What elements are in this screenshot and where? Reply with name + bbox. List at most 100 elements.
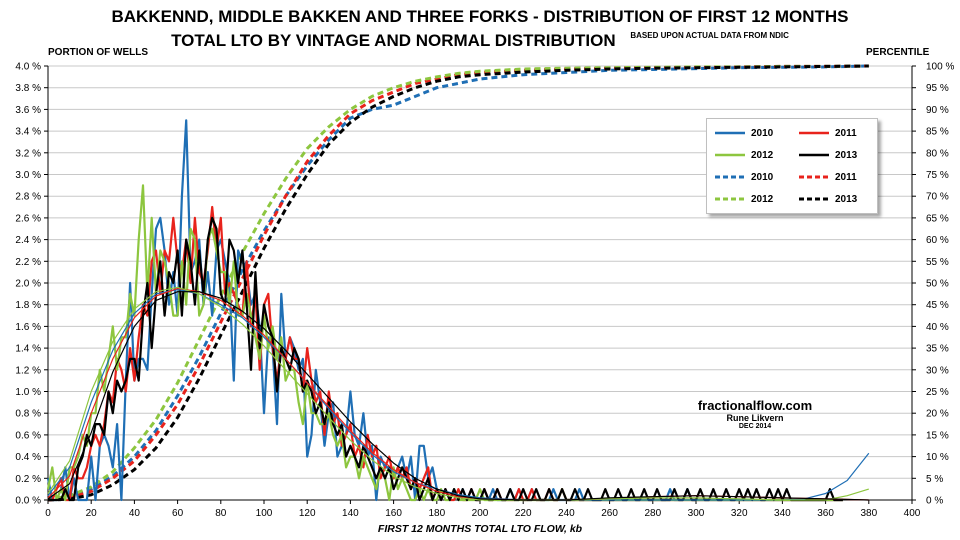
y-right-tick-label: 25 % bbox=[926, 387, 949, 398]
y-left-tick-label: 2.4 % bbox=[15, 235, 41, 246]
legend-swatch bbox=[715, 197, 745, 201]
legend-item-2011-cumulative: 2011 bbox=[791, 166, 875, 188]
x-tick-label: 100 bbox=[256, 508, 273, 519]
x-tick-label: 220 bbox=[515, 508, 532, 519]
x-axis-label: FIRST 12 MONTHS TOTAL LTO FLOW, kb bbox=[377, 523, 583, 535]
y-right-tick-label: 75 % bbox=[926, 170, 949, 181]
x-tick-label: 380 bbox=[860, 508, 877, 519]
x-tick-label: 120 bbox=[299, 508, 316, 519]
legend-swatch bbox=[715, 175, 745, 179]
attribution: fractionalflow.com Rune Likvern DEC 2014 bbox=[690, 398, 820, 430]
y-right-tick-label: 60 % bbox=[926, 235, 949, 246]
x-tick-label: 140 bbox=[342, 508, 359, 519]
legend-item-2012: 2012 bbox=[707, 144, 791, 166]
chart-subtitle-text: TOTAL LTO BY VINTAGE AND NORMAL DISTRIBU… bbox=[171, 31, 616, 50]
legend-swatch bbox=[715, 153, 745, 157]
legend-item-2013-cumulative: 2013 bbox=[791, 188, 875, 210]
x-tick-label: 400 bbox=[904, 508, 921, 519]
legend-swatch bbox=[715, 131, 745, 135]
y-right-tick-label: 50 % bbox=[926, 279, 949, 290]
y-left-tick-label: 0.8 % bbox=[15, 409, 41, 420]
y-right-tick-label: 0 % bbox=[926, 496, 943, 507]
y-right-tick-label: 15 % bbox=[926, 430, 949, 441]
legend-label: 2012 bbox=[751, 149, 774, 161]
y-right-tick-label: 70 % bbox=[926, 192, 949, 203]
x-tick-label: 0 bbox=[45, 508, 51, 519]
y-left-tick-label: 1.6 % bbox=[15, 322, 41, 333]
x-tick-label: 280 bbox=[644, 508, 661, 519]
y-right-tick-label: 45 % bbox=[926, 300, 949, 311]
series-line-2012 bbox=[46, 184, 843, 502]
y-right-tick-label: 55 % bbox=[926, 257, 949, 268]
legend-label: 2012 bbox=[751, 193, 774, 205]
y-left-tick-label: 2.2 % bbox=[15, 257, 41, 268]
y-right-tick-label: 35 % bbox=[926, 344, 949, 355]
series-line-2013 bbox=[48, 216, 843, 502]
legend-item-2011: 2011 bbox=[791, 122, 875, 144]
normal-fit-line-2012 bbox=[47, 286, 869, 501]
y-left-tick-label: 3.0 % bbox=[15, 170, 41, 181]
y-left-tick-label: 0.6 % bbox=[15, 430, 41, 441]
chart-subtitle: TOTAL LTO BY VINTAGE AND NORMAL DISTRIBU… bbox=[0, 31, 960, 51]
legend-label: 2010 bbox=[751, 171, 774, 183]
y-left-tick-label: 3.6 % bbox=[15, 105, 41, 116]
x-tick-label: 160 bbox=[385, 508, 402, 519]
left-axis-label: PORTION OF WELLS bbox=[48, 47, 148, 58]
legend-label: 2010 bbox=[751, 127, 774, 139]
y-right-tick-label: 30 % bbox=[926, 365, 949, 376]
legend-swatch bbox=[799, 175, 829, 179]
y-left-tick-label: 0.2 % bbox=[15, 474, 41, 485]
x-tick-label: 60 bbox=[172, 508, 184, 519]
legend-item-2013: 2013 bbox=[791, 144, 875, 166]
x-tick-label: 20 bbox=[86, 508, 98, 519]
x-tick-label: 180 bbox=[428, 508, 445, 519]
y-left-tick-label: 4.0 % bbox=[15, 62, 41, 73]
cumulative-line-2013 bbox=[47, 64, 869, 502]
chart-title-text: BAKKENND, MIDDLE BAKKEN AND THREE FORKS … bbox=[111, 7, 849, 26]
y-right-tick-label: 80 % bbox=[926, 148, 949, 159]
y-left-tick-label: 1.4 % bbox=[15, 344, 41, 355]
legend-label: 2013 bbox=[835, 149, 858, 161]
y-left-tick-label: 2.6 % bbox=[15, 213, 41, 224]
legend-item-2010: 2010 bbox=[707, 122, 791, 144]
y-left-tick-label: 0.4 % bbox=[15, 452, 41, 463]
y-left-tick-label: 1.2 % bbox=[15, 365, 41, 376]
series-lines bbox=[46, 64, 870, 502]
cumulative-line-2010 bbox=[47, 64, 869, 502]
x-tick-label: 320 bbox=[731, 508, 748, 519]
y-left-tick-label: 0.0 % bbox=[15, 496, 41, 507]
y-right-tick-label: 20 % bbox=[926, 409, 949, 420]
y-right-tick-label: 85 % bbox=[926, 127, 949, 138]
y-left-tick-label: 1.0 % bbox=[15, 387, 41, 398]
normal-fit-line-2010 bbox=[47, 288, 870, 501]
author-name: Rune Likvern bbox=[726, 413, 784, 423]
legend: 2010 2011 2012 2013 2010 2011 2012 2013 bbox=[706, 118, 878, 214]
left-axis-ticks: 0.0 % 0.2 % 0.4 % 0.6 % 0.8 % 1.0 % 1.2 % 1.4 %… bbox=[15, 62, 41, 507]
y-left-tick-label: 3.8 % bbox=[15, 83, 41, 94]
y-right-tick-label: 95 % bbox=[926, 83, 949, 94]
y-left-tick-label: 3.4 % bbox=[15, 127, 41, 138]
site-name: fractionalflow.com bbox=[697, 398, 813, 413]
legend-swatch bbox=[799, 131, 829, 135]
x-tick-label: 260 bbox=[601, 508, 618, 519]
x-tick-label: 360 bbox=[817, 508, 834, 519]
y-right-tick-label: 65 % bbox=[926, 213, 949, 224]
x-axis-ticks: 0 20 40 60 80 100 120 140 160 180 200 220 240 260 280 3… bbox=[45, 508, 921, 519]
legend-label: 2011 bbox=[835, 127, 857, 139]
x-tick-label: 200 bbox=[472, 508, 489, 519]
x-tick-label: 80 bbox=[215, 508, 227, 519]
legend-item-2012-cumulative: 2012 bbox=[707, 188, 791, 210]
chart-date: DEC 2014 bbox=[738, 423, 772, 430]
x-tick-label: 340 bbox=[774, 508, 791, 519]
y-right-tick-label: 40 % bbox=[926, 322, 949, 333]
legend-swatch bbox=[799, 197, 829, 201]
y-right-tick-label: 5 % bbox=[926, 474, 943, 485]
y-right-tick-label: 90 % bbox=[926, 105, 949, 116]
source-note: BASED UPON ACTUAL DATA FROM NDIC bbox=[630, 31, 789, 40]
right-axis-ticks: 0 % 5 % 10 % 15 % 20 % 25 % 30 % 35 % 40 % 45 % 50… bbox=[926, 62, 954, 507]
legend-swatch bbox=[799, 153, 829, 157]
x-tick-label: 300 bbox=[688, 508, 705, 519]
normal-fit-line-2013 bbox=[47, 291, 869, 501]
y-left-tick-label: 2.8 % bbox=[15, 192, 41, 203]
